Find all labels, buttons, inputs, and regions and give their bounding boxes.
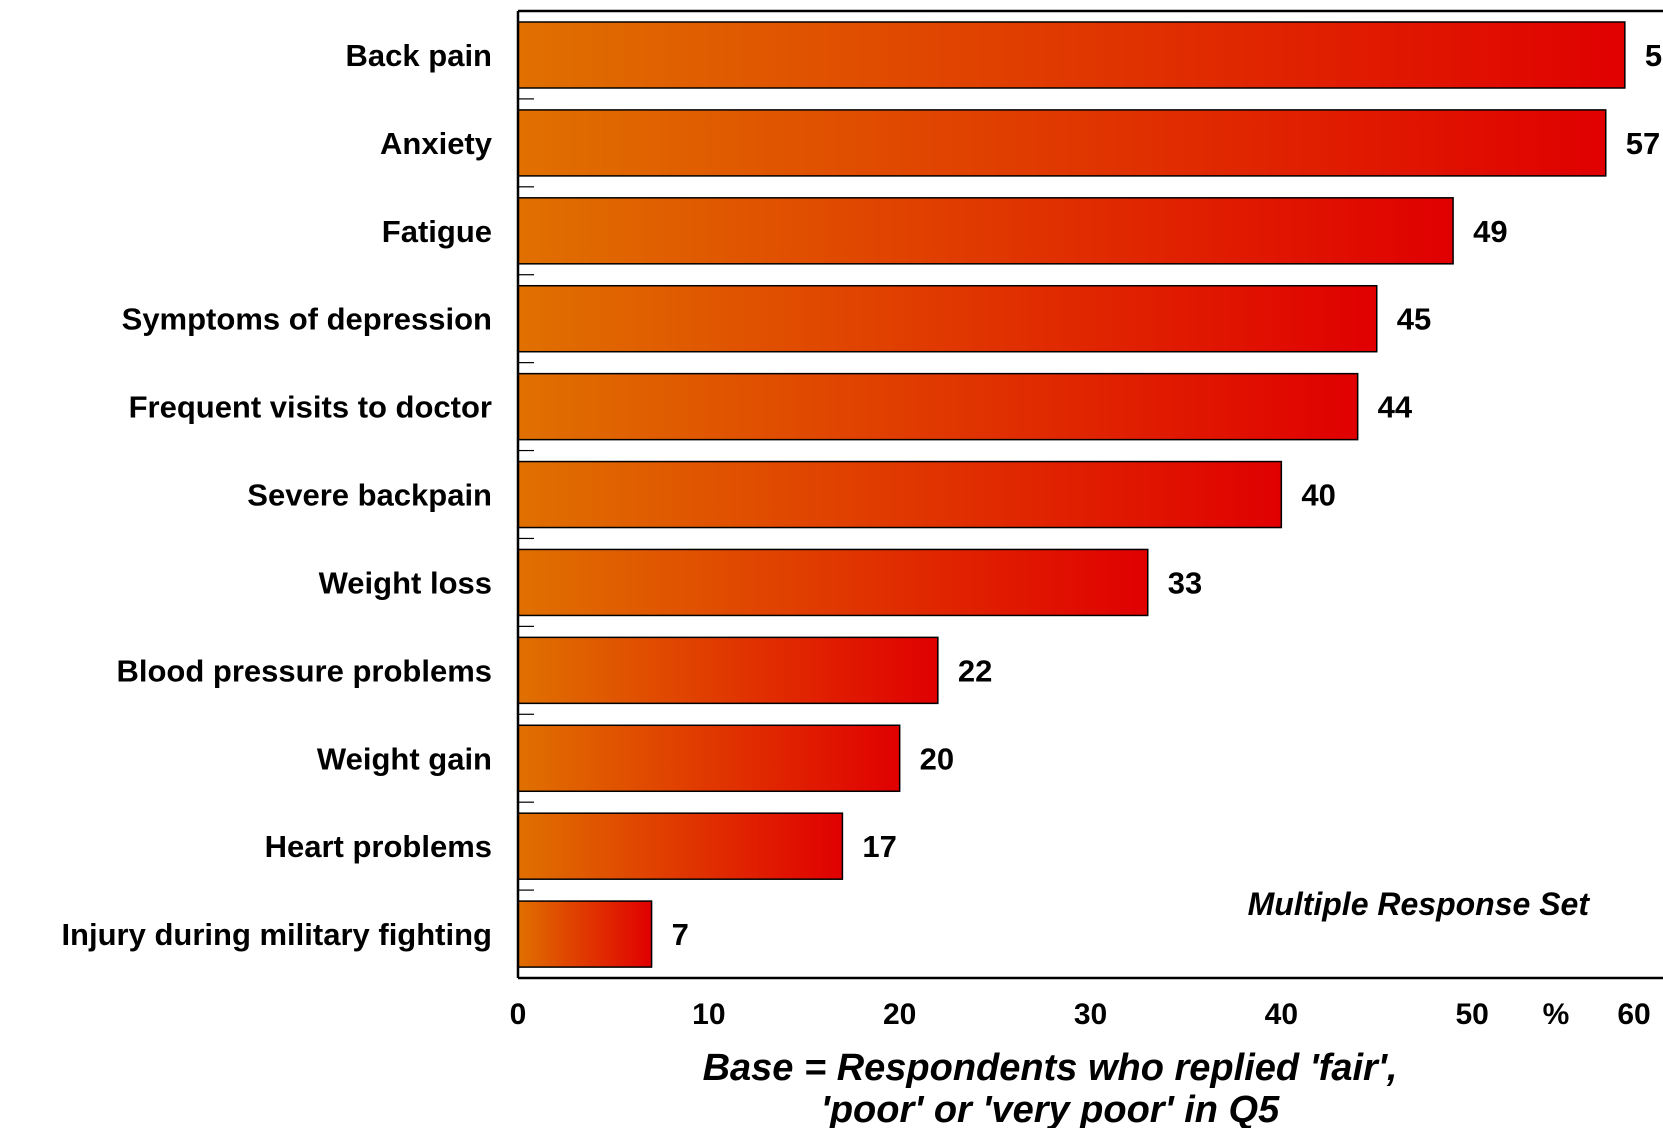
base-note-line-1: Base = Respondents who replied 'fair', <box>703 1047 1398 1089</box>
bar-10 <box>517 812 844 880</box>
x-tick-label: 40 <box>1265 998 1298 1031</box>
value-label: 58 <box>1645 38 1663 73</box>
category-label: Back pain <box>346 38 492 73</box>
bar-6 <box>517 460 1283 529</box>
base-note-line-2: 'poor' or 'very poor' in Q5 <box>821 1089 1280 1128</box>
x-tick-label: 60 <box>1617 998 1650 1031</box>
bar-9 <box>517 724 901 793</box>
category-label: Severe backpain <box>247 478 492 513</box>
x-tick-label: 20 <box>883 998 916 1031</box>
value-label: 33 <box>1168 565 1202 600</box>
multiple-response-annotation: Multiple Response Set <box>1248 886 1591 922</box>
value-label: 49 <box>1473 214 1507 249</box>
bar-11 <box>517 900 653 968</box>
value-label: 17 <box>862 829 896 864</box>
category-label: Heart problems <box>265 829 492 864</box>
category-label: Blood pressure problems <box>116 653 492 688</box>
category-label: Injury during military fighting <box>61 917 492 952</box>
x-tick-label: 10 <box>692 998 725 1031</box>
bar-4 <box>517 284 1378 353</box>
labels-layer: Back pain 58 Anxiety 57 Fatigue 49 Symptoms of… <box>61 38 1663 952</box>
bar-7 <box>517 548 1149 617</box>
category-label: Weight gain <box>317 741 492 776</box>
x-tick-label: 30 <box>1074 998 1107 1031</box>
value-label: 57 <box>1626 126 1660 161</box>
bar-3 <box>517 197 1454 265</box>
bar-8 <box>517 636 939 705</box>
bar-5 <box>517 372 1359 441</box>
value-label: 44 <box>1378 390 1413 425</box>
value-label: 45 <box>1397 302 1431 337</box>
value-label: 40 <box>1301 478 1335 513</box>
x-tick-label: 50 <box>1455 998 1488 1031</box>
x-tick-label: 0 <box>510 998 527 1031</box>
bars-layer <box>517 21 1626 968</box>
value-label: 22 <box>958 653 992 688</box>
category-label: Weight loss <box>319 565 492 600</box>
category-label: Symptoms of depression <box>122 302 492 337</box>
unit-label: % <box>1543 998 1570 1031</box>
bar-2 <box>517 109 1607 177</box>
category-label: Fatigue <box>382 214 492 249</box>
category-label: Frequent visits to doctor <box>129 390 492 425</box>
value-label: 20 <box>920 741 954 776</box>
bar-1 <box>517 21 1626 89</box>
axis-layer: 0 10 20 30 40 50 60 <box>510 9 1663 1031</box>
value-label: 7 <box>672 917 689 952</box>
category-label: Anxiety <box>380 126 493 161</box>
